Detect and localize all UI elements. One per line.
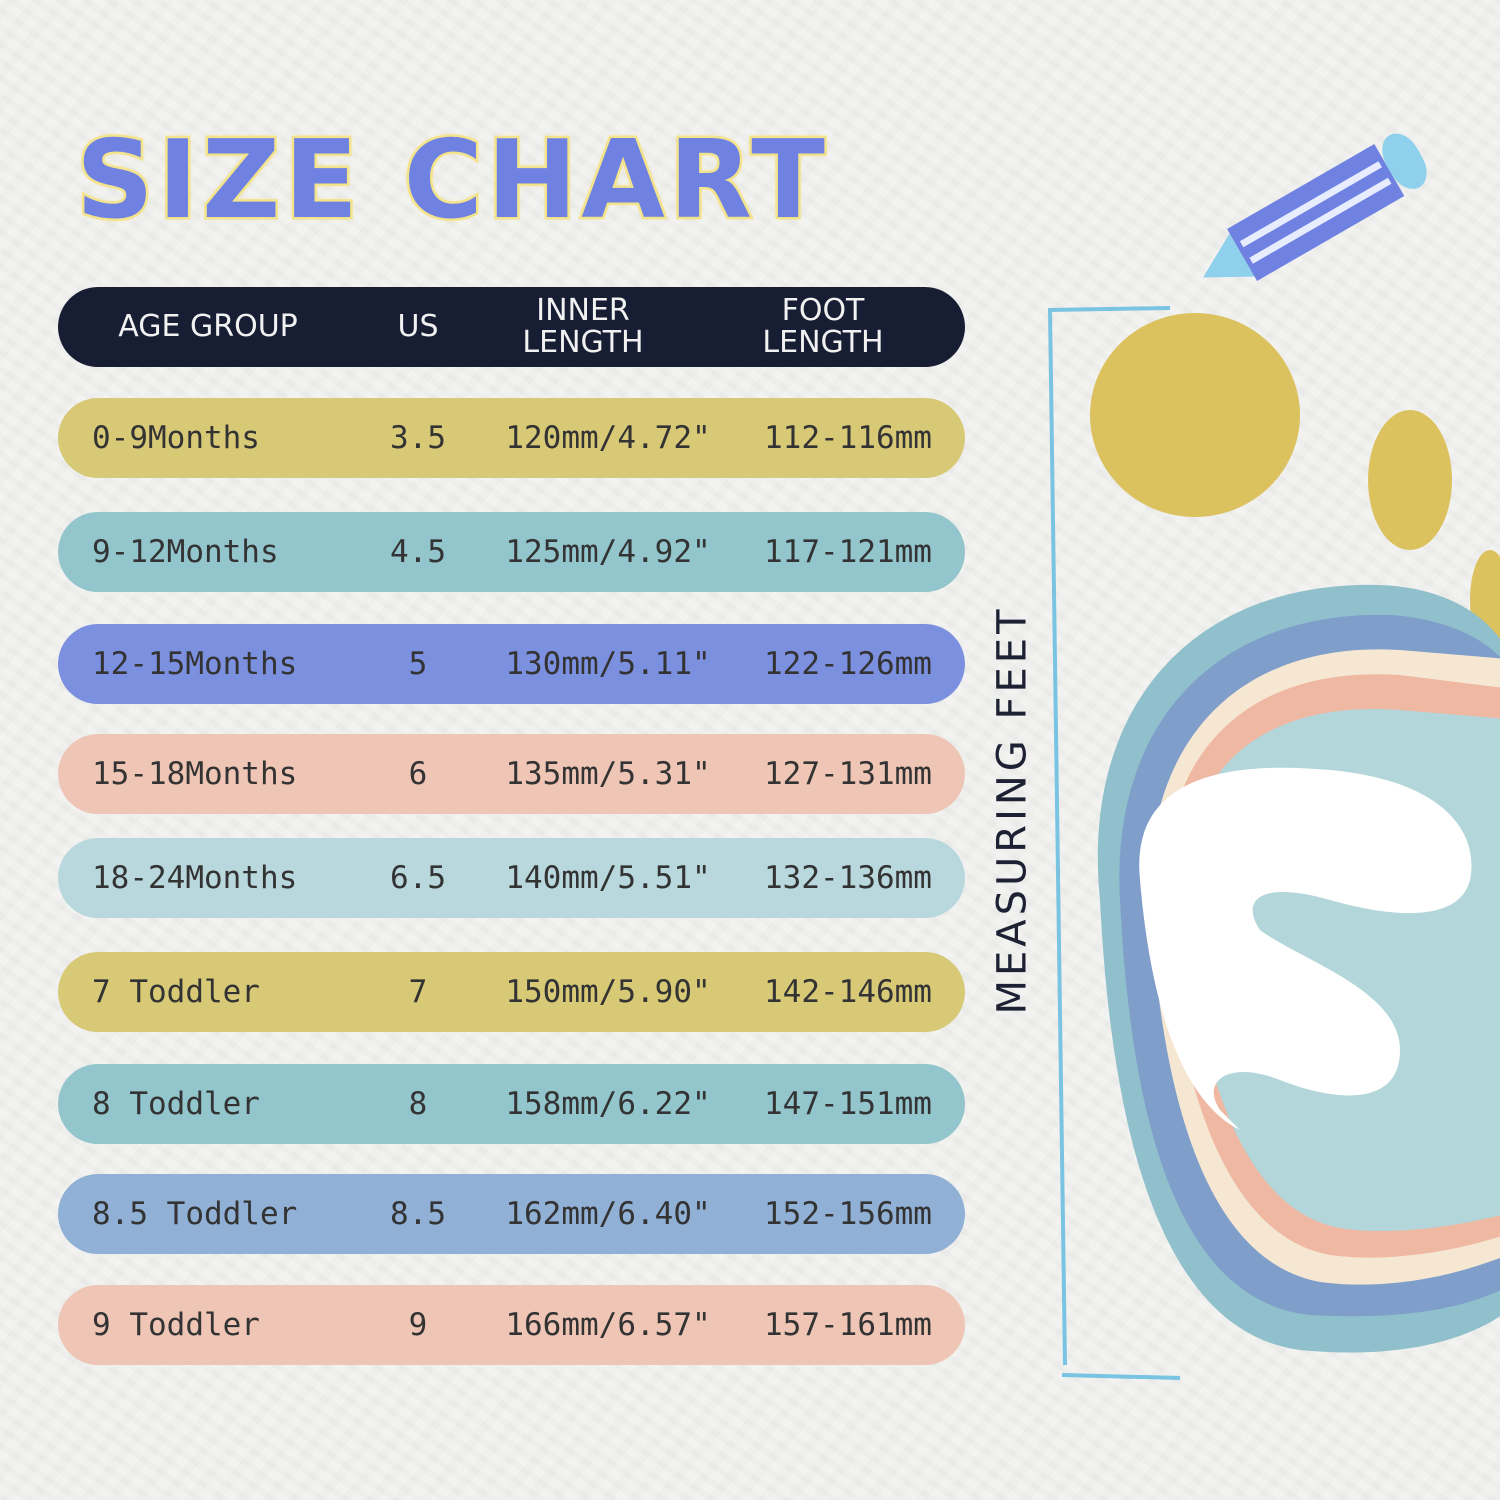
table-row: 15-18Months 6 135mm/5.31" 127-131mm — [58, 734, 965, 814]
header-age-group: AGE GROUP — [118, 309, 298, 344]
header-us: US — [397, 309, 439, 344]
foot-length-cell: 152-156mm — [764, 1196, 932, 1232]
inner-length-cell: 162mm/6.40" — [505, 1196, 711, 1232]
measuring-feet-label: MEASURING FEET — [988, 575, 1038, 1045]
us-size-cell: 6 — [408, 756, 428, 792]
age-group-cell: 8 Toddler — [92, 1086, 260, 1122]
foot-length-cell: 117-121mm — [764, 534, 932, 570]
age-group-cell: 7 Toddler — [92, 974, 260, 1010]
table-row: 8 Toddler 8 158mm/6.22" 147-151mm — [58, 1064, 965, 1144]
age-group-cell: 9 Toddler — [92, 1307, 260, 1343]
header-inner-length: INNER LENGTH — [522, 293, 644, 360]
table-row: 8.5 Toddler 8.5 162mm/6.40" 152-156mm — [58, 1174, 965, 1254]
measuring-bracket-icon — [1047, 306, 1181, 1380]
table-header: AGE GROUP US INNER LENGTH FOOT LENGTH — [58, 287, 965, 367]
foot-length-cell: 147-151mm — [764, 1086, 932, 1122]
table-row: 12-15Months 5 130mm/5.11" 122-126mm — [58, 624, 965, 704]
table-row: 9-12Months 4.5 125mm/4.92" 117-121mm — [58, 512, 965, 592]
age-group-cell: 8.5 Toddler — [92, 1196, 298, 1232]
us-size-cell: 9 — [408, 1307, 428, 1343]
foot-length-cell: 142-146mm — [764, 974, 932, 1010]
inner-length-cell: 150mm/5.90" — [505, 974, 711, 1010]
foot-length-cell: 127-131mm — [764, 756, 932, 792]
header-foot-length: FOOT LENGTH — [762, 293, 884, 360]
foot-length-cell: 122-126mm — [764, 646, 932, 682]
us-size-cell: 8.5 — [390, 1196, 446, 1232]
page-title: SIZE CHART — [74, 116, 829, 246]
foot-length-cell: 132-136mm — [764, 860, 932, 896]
us-size-cell: 8 — [408, 1086, 428, 1122]
age-group-cell: 18-24Months — [92, 860, 298, 896]
table-row: 9 Toddler 9 166mm/6.57" 157-161mm — [58, 1285, 965, 1365]
inner-length-cell: 166mm/6.57" — [505, 1307, 711, 1343]
inner-length-cell: 140mm/5.51" — [505, 860, 711, 896]
pencil-icon — [1203, 133, 1427, 281]
us-size-cell: 5 — [408, 646, 428, 682]
inner-length-cell: 135mm/5.31" — [505, 756, 711, 792]
table-row: 0-9Months 3.5 120mm/4.72" 112-116mm — [58, 398, 965, 478]
us-size-cell: 4.5 — [390, 534, 446, 570]
table-row: 18-24Months 6.5 140mm/5.51" 132-136mm — [58, 838, 965, 918]
inner-length-cell: 125mm/4.92" — [505, 534, 711, 570]
age-group-cell: 12-15Months — [92, 646, 298, 682]
us-size-cell: 6.5 — [390, 860, 446, 896]
inner-length-cell: 130mm/5.11" — [505, 646, 711, 682]
foot-length-cell: 112-116mm — [764, 420, 932, 456]
side-label-text: MEASURING FEET — [990, 605, 1036, 1015]
inner-length-cell: 120mm/4.72" — [505, 420, 711, 456]
footprint-icon — [1090, 313, 1500, 1353]
foot-length-cell: 157-161mm — [764, 1307, 932, 1343]
age-group-cell: 15-18Months — [92, 756, 298, 792]
us-size-cell: 7 — [408, 974, 428, 1010]
age-group-cell: 0-9Months — [92, 420, 260, 456]
age-group-cell: 9-12Months — [92, 534, 279, 570]
table-row: 7 Toddler 7 150mm/5.90" 142-146mm — [58, 952, 965, 1032]
us-size-cell: 3.5 — [390, 420, 446, 456]
inner-length-cell: 158mm/6.22" — [505, 1086, 711, 1122]
